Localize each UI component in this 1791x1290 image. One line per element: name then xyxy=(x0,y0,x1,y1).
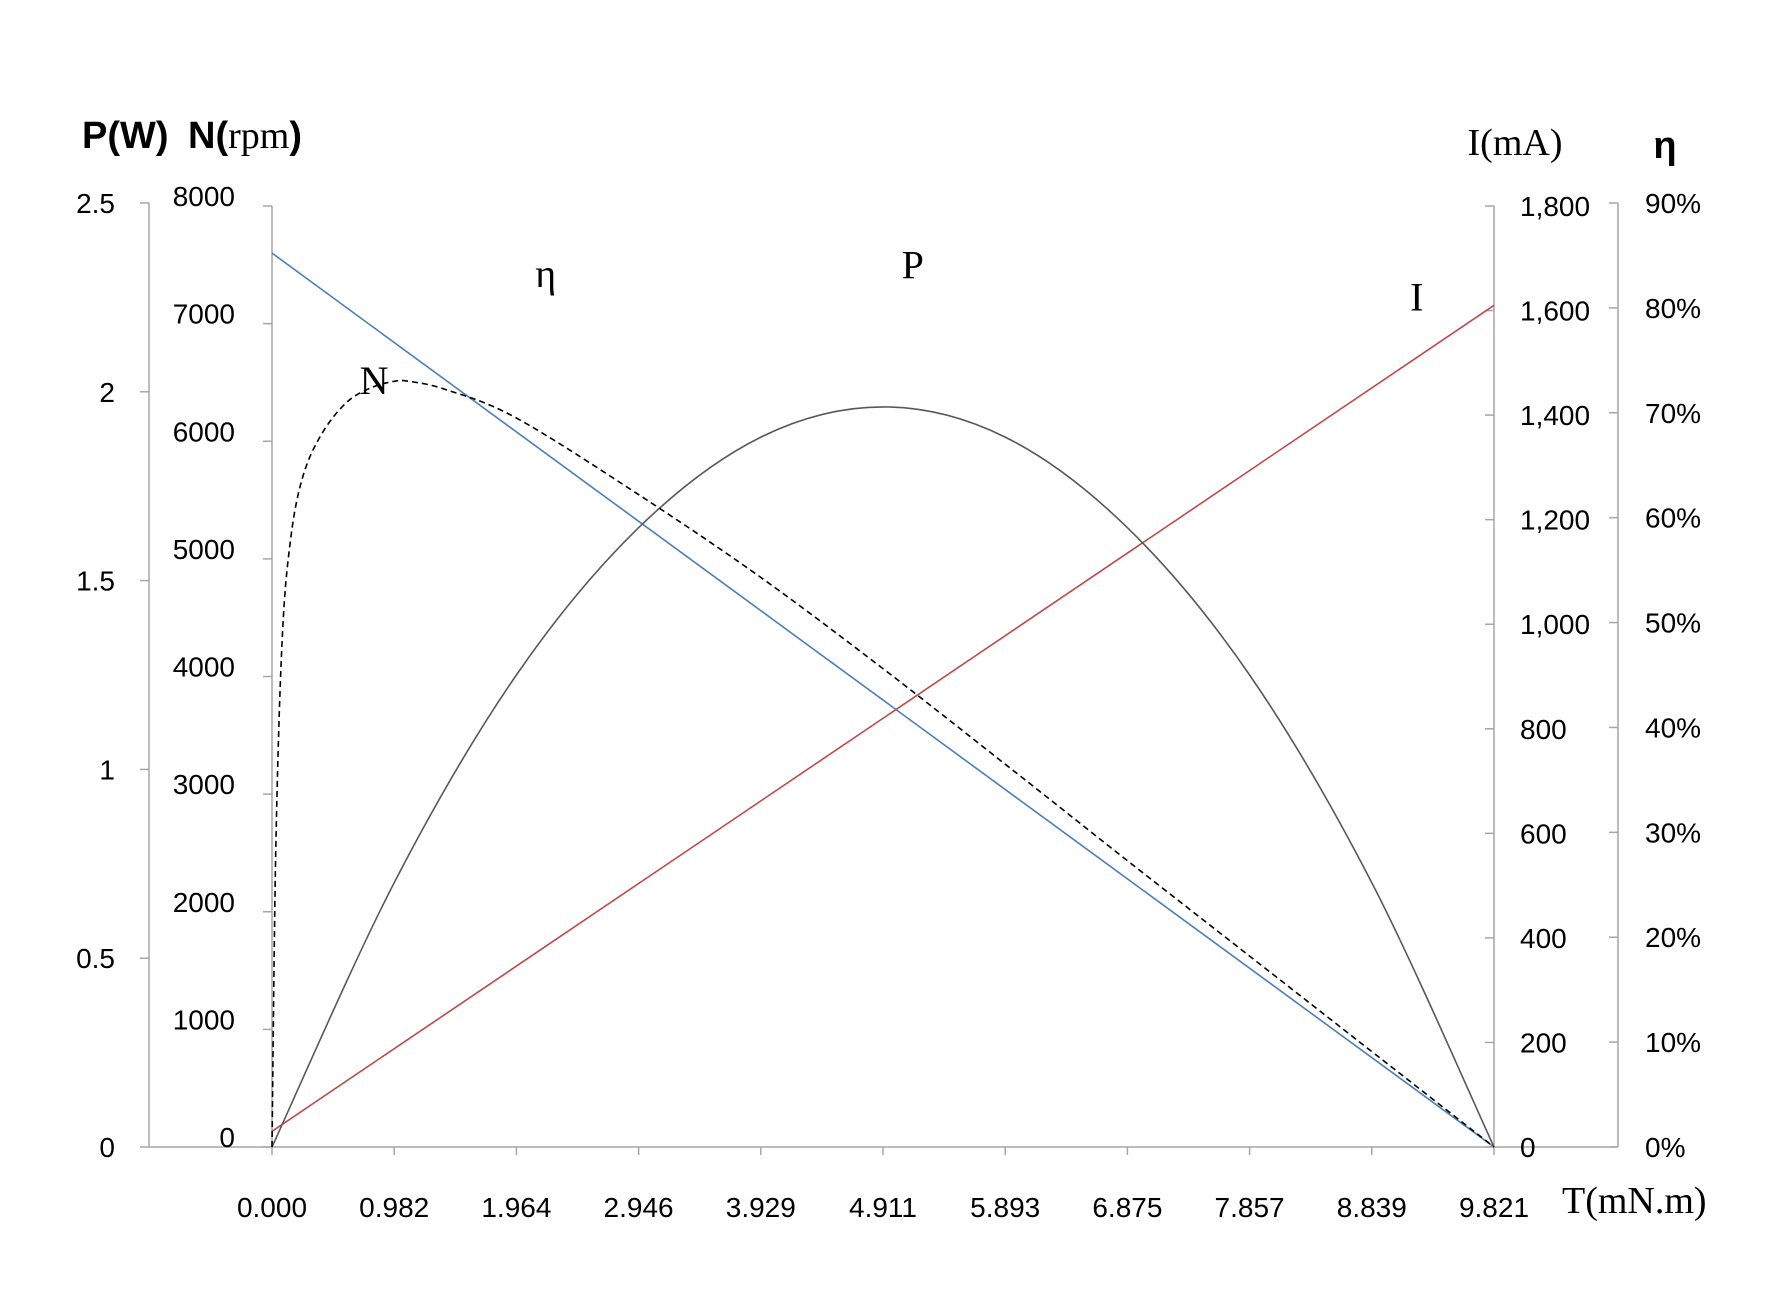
curve-labels: η P I N xyxy=(360,243,1424,404)
I-tick-label: 1,400 xyxy=(1520,400,1590,431)
N-tick-label: 4000 xyxy=(173,652,235,683)
axes xyxy=(148,203,1619,1148)
N-tick-label: 7000 xyxy=(173,299,235,330)
I-tick-label: 400 xyxy=(1520,923,1567,954)
series-lines xyxy=(271,252,1495,1148)
p-axis-title: P(W) xyxy=(82,115,169,157)
N-tick-label: 6000 xyxy=(173,416,235,447)
I-tick-label: 0 xyxy=(1520,1132,1536,1163)
eta-axis-title: η xyxy=(1653,125,1676,167)
x-tick-label: 2.946 xyxy=(604,1192,674,1223)
ticks xyxy=(140,202,1618,1155)
curve-label-N: N xyxy=(360,358,389,403)
current-line xyxy=(271,304,1495,1132)
P-tick-label: 1 xyxy=(99,754,115,785)
x-tick-label: 7.857 xyxy=(1215,1192,1285,1223)
x-tick-label: 8.839 xyxy=(1337,1192,1407,1223)
eta-tick-label: 20% xyxy=(1645,922,1701,953)
i-axis-title: I(mA) xyxy=(1468,122,1563,164)
N-tick-label: 0 xyxy=(219,1122,235,1153)
I-tick-label: 200 xyxy=(1520,1027,1567,1058)
x-tick-label: 4.911 xyxy=(849,1192,917,1223)
eta-tick-label: 90% xyxy=(1645,188,1701,219)
n-axis-title: N(rpm) xyxy=(188,115,302,157)
eta-tick-label: 50% xyxy=(1645,608,1701,639)
N-tick-label: 1000 xyxy=(173,1004,235,1035)
N-tick-label: 2000 xyxy=(173,887,235,918)
P-tick-label: 0 xyxy=(99,1132,115,1163)
eta-tick-label: 30% xyxy=(1645,817,1701,848)
tick-labels: 0.000 0.982 1.964 2.946 3.929 4.911 5.893 6.875… xyxy=(76,181,1701,1223)
x-tick-label: 5.893 xyxy=(970,1192,1040,1223)
N-tick-label: 8000 xyxy=(173,181,235,212)
I-tick-label: 1,200 xyxy=(1520,505,1590,536)
eta-tick-label: 70% xyxy=(1645,398,1701,429)
P-tick-label: 1.5 xyxy=(76,566,115,597)
speed-line xyxy=(271,252,1495,1148)
x-tick-label: 3.929 xyxy=(726,1192,796,1223)
power-curve xyxy=(271,406,1495,1148)
I-tick-label: 600 xyxy=(1520,818,1567,849)
I-tick-label: 1,000 xyxy=(1520,609,1590,640)
eta-tick-label: 10% xyxy=(1645,1027,1701,1058)
x-tick-label: 0.000 xyxy=(237,1192,307,1223)
curve-label-eta: η xyxy=(535,251,556,296)
P-tick-label: 2.5 xyxy=(76,188,115,219)
I-tick-label: 1,800 xyxy=(1520,191,1590,222)
x-tick-label: 1.964 xyxy=(481,1192,551,1223)
I-tick-label: 800 xyxy=(1520,714,1567,745)
x-tick-label: 6.875 xyxy=(1092,1192,1162,1223)
N-tick-label: 5000 xyxy=(173,534,235,565)
x-tick-label: 0.982 xyxy=(359,1192,429,1223)
eta-tick-label: 80% xyxy=(1645,293,1701,324)
N-tick-label: 3000 xyxy=(173,769,235,800)
efficiency-curve xyxy=(271,379,1495,1148)
I-tick-label: 1,600 xyxy=(1520,296,1590,327)
eta-tick-label: 60% xyxy=(1645,503,1701,534)
curve-label-P: P xyxy=(902,243,924,288)
x-tick-label: 9.821 xyxy=(1459,1192,1529,1223)
eta-tick-label: 40% xyxy=(1645,712,1701,743)
eta-tick-label: 0% xyxy=(1645,1132,1685,1163)
curve-label-I: I xyxy=(1410,275,1423,320)
P-tick-label: 2 xyxy=(99,377,115,408)
x-axis-title: T(mN.m) xyxy=(1562,1180,1707,1222)
P-tick-label: 0.5 xyxy=(76,943,115,974)
